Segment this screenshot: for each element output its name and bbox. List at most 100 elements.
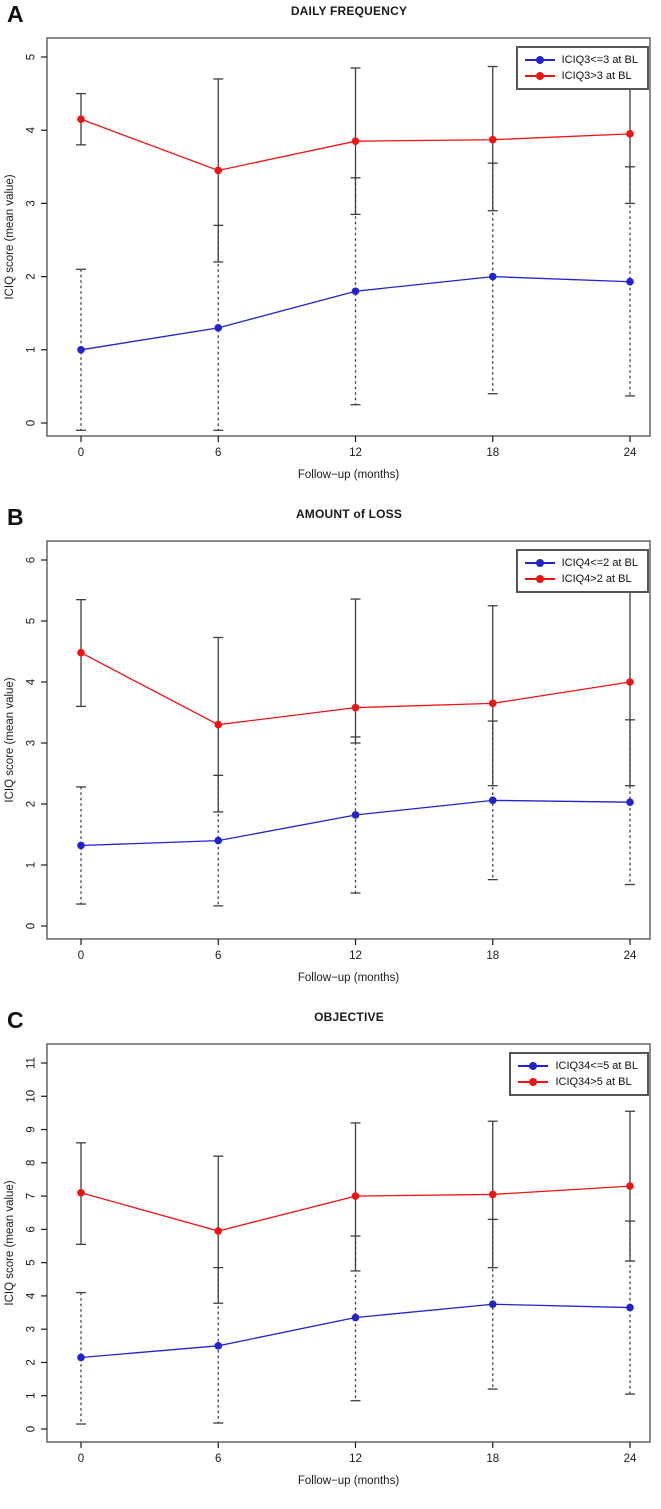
blue-line-marker-icon xyxy=(524,55,555,65)
data-point xyxy=(488,135,497,144)
panel-title-c: OBJECTIVE xyxy=(314,1010,384,1024)
y-tick-label: 1 xyxy=(26,862,38,868)
x-tick-label: 24 xyxy=(624,447,637,459)
data-point xyxy=(488,699,497,708)
legend-entry-red: ICIQ4>2 at BL xyxy=(524,571,638,587)
data-point xyxy=(214,1342,223,1350)
y-tick-label: 3 xyxy=(26,740,38,746)
data-point xyxy=(626,277,634,286)
data-point xyxy=(626,798,634,806)
plot-box xyxy=(46,1043,651,1443)
x-tick-label: 18 xyxy=(486,950,499,962)
x-tick-label: 24 xyxy=(624,1453,637,1465)
panel-b-legend: ICIQ4<=2 at BL ICIQ4>2 at BL xyxy=(515,549,649,593)
legend-label: ICIQ3>3 at BL xyxy=(561,70,632,82)
data-point xyxy=(77,115,85,124)
y-axis-label: ICIQ score (mean value) xyxy=(4,1180,16,1305)
blue-line-marker-icon xyxy=(524,558,555,568)
x-tick-label: 6 xyxy=(215,1453,221,1465)
panel-letter-a: A xyxy=(7,1,24,27)
y-tick-label: 4 xyxy=(26,1292,38,1299)
data-point xyxy=(626,678,634,686)
y-tick-label: 2 xyxy=(26,801,38,807)
y-axis-label: ICIQ score (mean value) xyxy=(4,174,16,299)
panel-a: A DAILY FREQUENCY 0 1 2 3 4 5 0 6 12 18 24 Follow−u… xyxy=(0,0,661,503)
x-tick-label: 12 xyxy=(349,1453,362,1465)
plot-box xyxy=(46,540,651,940)
data-point xyxy=(488,796,497,805)
panel-letter-b: B xyxy=(7,504,24,530)
data-point xyxy=(626,1182,634,1190)
data-point xyxy=(626,130,634,138)
y-tick-label: 11 xyxy=(26,1057,38,1069)
legend-label: ICIQ3<=3 at BL xyxy=(561,54,638,66)
y-tick-label: 5 xyxy=(26,54,38,60)
y-tick-label: 0 xyxy=(26,1426,38,1432)
x-tick-label: 6 xyxy=(215,447,221,459)
legend-entry-blue: ICIQ3<=3 at BL xyxy=(524,52,638,68)
panel-a-legend: ICIQ3<=3 at BL ICIQ3>3 at BL xyxy=(515,46,649,90)
y-tick-label: 3 xyxy=(26,200,38,206)
panel-b: B AMOUNT of LOSS 0 1 2 3 4 5 6 0 6 12 18 24 Follow−u… xyxy=(0,503,661,1006)
legend-label: ICIQ34<=5 at BL xyxy=(555,1060,638,1072)
data-point xyxy=(77,1353,85,1362)
y-tick-label: 9 xyxy=(26,1126,38,1132)
y-tick-label: 2 xyxy=(26,273,38,279)
data-point xyxy=(488,1300,497,1309)
panel-c-legend: ICIQ34<=5 at BL ICIQ34>5 at BL xyxy=(509,1052,649,1096)
panel-c: C OBJECTIVE 0 1 2 3 4 5 6 7 8 9 10 11 0 6 12 18 24 Follow… xyxy=(0,1006,661,1509)
y-tick-label: 4 xyxy=(26,126,38,133)
panel-title-a: DAILY FREQUENCY xyxy=(290,4,408,18)
errorbars-red xyxy=(76,63,635,263)
errorbars-red xyxy=(76,586,635,813)
data-point xyxy=(77,1188,85,1197)
data-point xyxy=(351,137,360,145)
data-point xyxy=(626,1303,634,1312)
x-tick-label: 24 xyxy=(624,950,637,962)
x-tick-label: 6 xyxy=(215,950,221,962)
y-tick-label: 1 xyxy=(26,347,38,353)
data-point xyxy=(351,1192,360,1200)
x-tick-label: 0 xyxy=(78,950,84,962)
blue-line-marker-icon xyxy=(518,1061,549,1071)
x-axis-label: Follow−up (months) xyxy=(298,972,399,984)
data-point xyxy=(214,1227,223,1235)
x-tick-label: 12 xyxy=(349,447,362,459)
y-tick-label: 3 xyxy=(26,1326,38,1332)
data-point xyxy=(488,272,497,281)
series-line xyxy=(80,799,631,847)
y-tick-label: 6 xyxy=(26,1226,38,1232)
data-point xyxy=(77,346,85,354)
red-line-marker-icon xyxy=(524,71,555,81)
y-tick-label: 7 xyxy=(26,1193,38,1199)
data-point xyxy=(214,324,223,332)
y-tick-label: 10 xyxy=(26,1090,38,1103)
data-point xyxy=(214,720,223,729)
x-axis-label: Follow−up (months) xyxy=(298,469,399,481)
errorbars-red xyxy=(76,1110,635,1304)
data-point xyxy=(214,166,223,175)
data-point xyxy=(351,287,360,296)
data-point xyxy=(351,703,360,712)
y-tick-label: 2 xyxy=(26,1359,38,1365)
legend-entry-red: ICIQ34>5 at BL xyxy=(518,1074,638,1090)
y-tick-label: 0 xyxy=(26,923,38,929)
plot-box xyxy=(46,37,651,437)
x-tick-label: 12 xyxy=(349,950,362,962)
legend-entry-blue: ICIQ34<=5 at BL xyxy=(518,1058,638,1074)
series-red xyxy=(77,1182,634,1235)
y-axis-label: ICIQ score (mean value) xyxy=(4,677,16,802)
data-point xyxy=(351,1313,360,1322)
x-tick-label: 18 xyxy=(486,447,499,459)
series-blue xyxy=(77,1300,634,1362)
data-point xyxy=(77,841,85,850)
legend-entry-red: ICIQ3>3 at BL xyxy=(524,68,638,84)
data-point xyxy=(77,648,85,657)
series-red xyxy=(77,115,634,175)
